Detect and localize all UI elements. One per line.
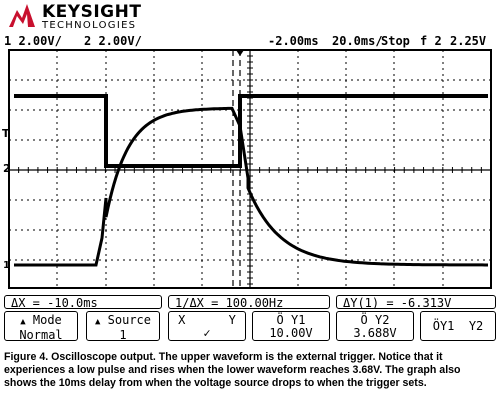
trigger-source[interactable]: f 2 bbox=[420, 34, 442, 48]
softkey-value: 3.688V bbox=[353, 326, 397, 340]
ch2-trigger-trace bbox=[14, 94, 488, 168]
softkey-label: Source bbox=[107, 313, 151, 327]
center-axis-ticks bbox=[8, 49, 492, 285]
softkey-bar: ▲ Mode Normal ▲ Source 1 X Y ✓ Ö Y1 10.0… bbox=[0, 311, 500, 342]
delta-x-readout: ΔX = -10.0ms bbox=[4, 295, 162, 310]
knob-icon: Ö bbox=[432, 319, 440, 333]
trigger-marker: T bbox=[2, 127, 10, 140]
ch1-scale[interactable]: 1 2.00V/ bbox=[4, 34, 62, 48]
brand-subtitle: TECHNOLOGIES bbox=[42, 20, 137, 31]
mode-softkey[interactable]: ▲ Mode Normal bbox=[4, 311, 78, 342]
ch1-signal-trace bbox=[14, 106, 488, 267]
trigger-position-icon bbox=[236, 50, 244, 56]
menu-arrow-icon: ▲ bbox=[20, 317, 26, 327]
menu-arrow-icon: ▲ bbox=[94, 317, 101, 327]
softkey-value: Normal bbox=[19, 328, 63, 342]
softkey-label: Y2 bbox=[375, 313, 390, 327]
delta-y-readout: ΔY(1) = -6.313V bbox=[336, 295, 496, 310]
y1-y2-softkey[interactable]: ÖY1 Y2 bbox=[420, 311, 496, 341]
xy-softkey[interactable]: X Y ✓ bbox=[168, 311, 246, 341]
check-icon: ✓ bbox=[203, 326, 211, 340]
figure-caption: Figure 4. Oscilloscope output. The upper… bbox=[4, 351, 461, 389]
scope-screen[interactable]: T 2 1 bbox=[0, 48, 500, 294]
knob-icon: Ö bbox=[360, 313, 368, 327]
ch2-marker: 2 bbox=[3, 162, 11, 175]
ch1-marker: 1 bbox=[3, 260, 10, 271]
softkey-label: X Y bbox=[178, 313, 236, 327]
softkey-label: Mode bbox=[32, 313, 62, 327]
brand-name: KEYSIGHT bbox=[42, 2, 142, 22]
source-softkey[interactable]: ▲ Source 1 bbox=[86, 311, 160, 342]
softkey-label: Y1 bbox=[291, 313, 306, 327]
run-state: Stop bbox=[381, 34, 410, 48]
softkey-value: 10.00V bbox=[269, 326, 313, 340]
y2-softkey[interactable]: Ö Y2 3.688V bbox=[336, 311, 414, 341]
knob-icon: Ö bbox=[276, 313, 284, 327]
time-per-division[interactable]: 20.0ms/ bbox=[332, 34, 383, 48]
ch2-scale[interactable]: 2 2.00V/ bbox=[84, 34, 142, 48]
y1-softkey[interactable]: Ö Y1 10.00V bbox=[252, 311, 330, 341]
horizontal-position[interactable]: -2.00ms bbox=[268, 34, 319, 48]
inverse-delta-x-readout: 1/ΔX = 100.00Hz bbox=[168, 295, 330, 310]
softkey-label: Y1 Y2 bbox=[439, 319, 484, 333]
trigger-level[interactable]: 2.25V bbox=[450, 34, 487, 48]
softkey-value: 1 bbox=[119, 328, 127, 342]
keysight-logo: KEYSIGHT TECHNOLOGIES bbox=[8, 2, 142, 32]
keysight-wave-icon bbox=[9, 4, 35, 27]
